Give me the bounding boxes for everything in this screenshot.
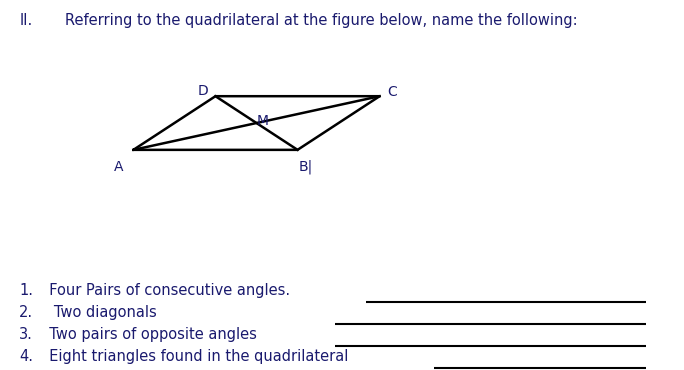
Text: Eight triangles found in the quadrilateral: Eight triangles found in the quadrilater…	[40, 349, 348, 364]
Text: Referring to the quadrilateral at the figure below, name the following:: Referring to the quadrilateral at the fi…	[65, 13, 577, 28]
Text: D: D	[198, 84, 209, 98]
Text: Two diagonals: Two diagonals	[40, 305, 157, 320]
Text: Two pairs of opposite angles: Two pairs of opposite angles	[40, 327, 256, 342]
Text: 1.: 1.	[19, 283, 33, 298]
Text: B|: B|	[299, 159, 313, 174]
Text: C: C	[387, 85, 397, 99]
Text: II.: II.	[19, 13, 32, 28]
Text: 2.: 2.	[19, 305, 34, 320]
Text: 4.: 4.	[19, 349, 33, 364]
Text: A: A	[114, 159, 123, 174]
Text: 3.: 3.	[19, 327, 33, 342]
Text: Four Pairs of consecutive angles.: Four Pairs of consecutive angles.	[40, 283, 290, 298]
Text: M: M	[256, 114, 269, 128]
